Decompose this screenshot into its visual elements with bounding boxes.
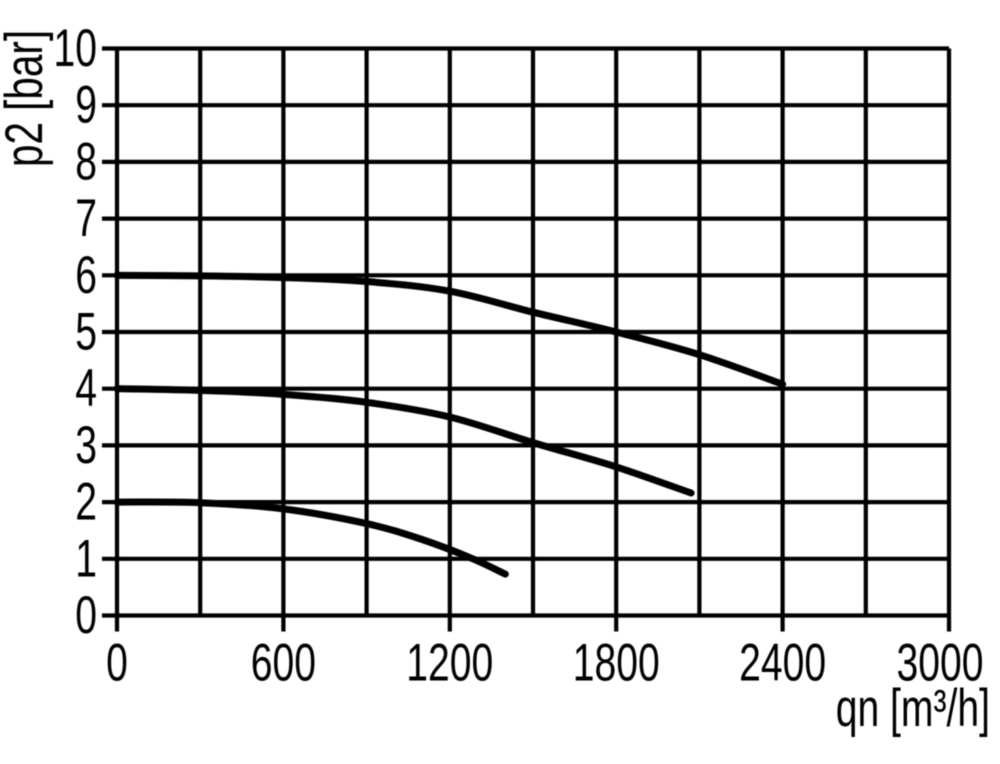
svg-text:1800: 1800 bbox=[573, 633, 660, 692]
svg-text:4: 4 bbox=[75, 359, 97, 418]
svg-text:10: 10 bbox=[54, 18, 97, 77]
svg-text:6: 6 bbox=[75, 245, 97, 304]
svg-text:1200: 1200 bbox=[406, 633, 493, 692]
svg-text:5: 5 bbox=[75, 302, 97, 361]
svg-text:2: 2 bbox=[75, 472, 97, 531]
svg-text:p2 [bar]: p2 [bar] bbox=[0, 30, 53, 167]
svg-text:3000: 3000 bbox=[897, 633, 984, 692]
svg-text:8: 8 bbox=[75, 132, 97, 191]
svg-text:9: 9 bbox=[75, 75, 97, 134]
svg-text:qn [m³/h]: qn [m³/h] bbox=[836, 678, 990, 737]
svg-text:0: 0 bbox=[75, 585, 97, 644]
svg-text:600: 600 bbox=[251, 633, 316, 692]
svg-text:1: 1 bbox=[75, 529, 97, 588]
svg-text:0: 0 bbox=[106, 633, 128, 692]
svg-text:7: 7 bbox=[75, 188, 97, 247]
svg-text:2400: 2400 bbox=[739, 633, 826, 692]
svg-text:3: 3 bbox=[75, 415, 97, 474]
